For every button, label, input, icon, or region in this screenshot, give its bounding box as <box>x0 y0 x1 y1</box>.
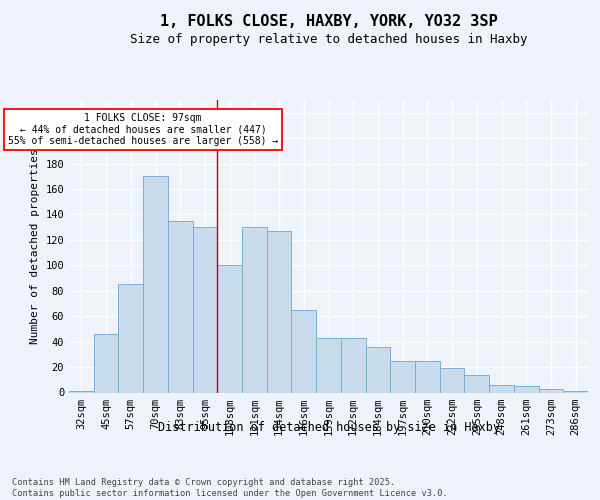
Bar <box>489 385 514 392</box>
Bar <box>118 284 143 393</box>
Bar <box>143 176 168 392</box>
Text: 1, FOLKS CLOSE, HAXBY, YORK, YO32 3SP: 1, FOLKS CLOSE, HAXBY, YORK, YO32 3SP <box>160 14 497 29</box>
Bar <box>390 360 415 392</box>
Bar <box>341 338 365 392</box>
Y-axis label: Number of detached properties: Number of detached properties <box>30 148 40 344</box>
Bar <box>563 391 588 392</box>
Bar <box>365 346 390 393</box>
Text: Distribution of detached houses by size in Haxby: Distribution of detached houses by size … <box>158 421 500 434</box>
Bar <box>168 221 193 392</box>
Bar <box>464 374 489 392</box>
Bar <box>440 368 464 392</box>
Bar <box>539 388 563 392</box>
Bar <box>94 334 118 392</box>
Text: Size of property relative to detached houses in Haxby: Size of property relative to detached ho… <box>130 33 527 46</box>
Text: Contains HM Land Registry data © Crown copyright and database right 2025.
Contai: Contains HM Land Registry data © Crown c… <box>12 478 448 498</box>
Bar <box>267 231 292 392</box>
Bar <box>316 338 341 392</box>
Bar <box>193 227 217 392</box>
Bar <box>292 310 316 392</box>
Bar <box>217 266 242 392</box>
Bar <box>514 386 539 392</box>
Bar <box>69 391 94 392</box>
Bar <box>415 360 440 392</box>
Bar <box>242 227 267 392</box>
Text: 1 FOLKS CLOSE: 97sqm
← 44% of detached houses are smaller (447)
55% of semi-deta: 1 FOLKS CLOSE: 97sqm ← 44% of detached h… <box>8 112 278 146</box>
